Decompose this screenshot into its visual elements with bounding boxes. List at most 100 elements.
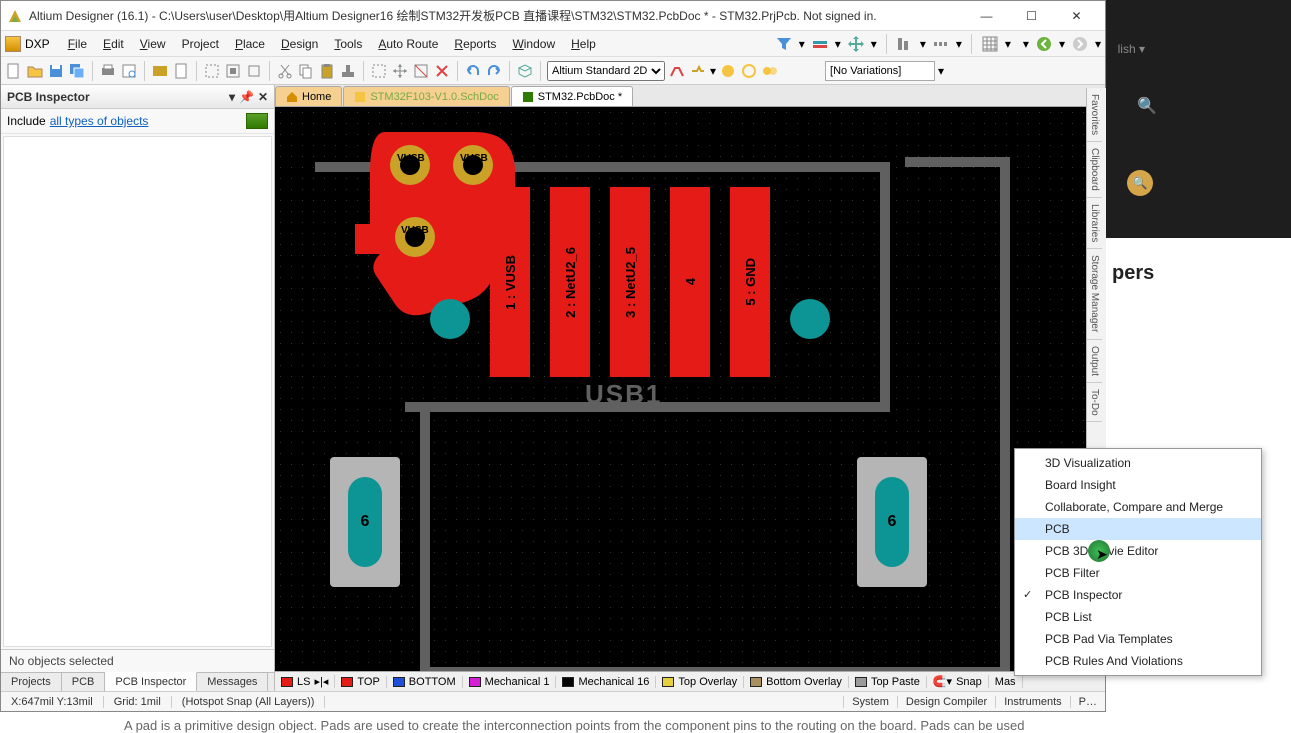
zoom-sel-icon[interactable] [245, 62, 263, 80]
filter-icon[interactable] [775, 35, 793, 53]
ctx-pcb[interactable]: PCB [1015, 518, 1261, 540]
zoom-area-icon[interactable] [203, 62, 221, 80]
menu-place[interactable]: Place [227, 35, 273, 53]
layer-botoverlay[interactable]: Bottom Overlay [744, 676, 849, 688]
layer-bottom[interactable]: BOTTOM [387, 676, 463, 688]
doc-icon[interactable] [172, 62, 190, 80]
distribute-icon[interactable] [932, 35, 950, 53]
ctx-pcb-filter[interactable]: PCB Filter [1015, 562, 1261, 584]
bg-search-icon[interactable]: 🔍 [1137, 96, 1157, 116]
drc-on-icon[interactable] [740, 62, 758, 80]
menu-help[interactable]: Help [563, 35, 604, 53]
deselect-icon[interactable] [412, 62, 430, 80]
ctx-pcb-3d-movie[interactable]: PCB 3D Movie Editor [1015, 540, 1261, 562]
pin-5: 5 : GND [730, 187, 770, 377]
menu-reports[interactable]: Reports [446, 35, 504, 53]
ctx-collaborate[interactable]: Collaborate, Compare and Merge [1015, 496, 1261, 518]
status-design-compiler[interactable]: Design Compiler [897, 696, 995, 708]
tab-messages[interactable]: Messages [197, 673, 268, 691]
view-config-select[interactable]: Altium Standard 2D [547, 61, 665, 81]
workspace-icon[interactable] [151, 62, 169, 80]
chip-icon[interactable] [246, 113, 268, 129]
panel-pin-icon[interactable]: 📌 [239, 90, 254, 104]
move-icon[interactable] [847, 35, 865, 53]
doc-tab-home[interactable]: Home [275, 86, 342, 106]
bg-language-fragment[interactable]: lish ▾ [1118, 42, 1145, 56]
variation-select[interactable] [825, 61, 935, 81]
layer-ls[interactable]: LS▸|◂ [275, 675, 335, 688]
tab-projects[interactable]: Projects [1, 673, 62, 691]
fwd-nav-icon[interactable] [1071, 35, 1089, 53]
grid-icon[interactable] [981, 35, 999, 53]
menu-edit[interactable]: Edit [95, 35, 132, 53]
panel-dropdown-icon[interactable]: ▾ [229, 90, 235, 104]
status-instruments[interactable]: Instruments [995, 696, 1069, 708]
cut-icon[interactable] [276, 62, 294, 80]
dxp-menu[interactable]: DXP [5, 36, 50, 52]
menu-window[interactable]: Window [504, 35, 563, 53]
bg-search-circle-icon[interactable]: 🔍 [1127, 170, 1153, 196]
tab-pcb[interactable]: PCB [62, 673, 106, 691]
via-icon[interactable] [689, 62, 707, 80]
saveas-icon[interactable] [68, 62, 86, 80]
menu-design[interactable]: Design [273, 35, 326, 53]
rail-favorites[interactable]: Favorites [1087, 88, 1102, 142]
route-icon[interactable] [668, 62, 686, 80]
doc-tab-pcb[interactable]: STM32.PcbDoc * [511, 86, 633, 106]
layer-top[interactable]: TOP [335, 676, 386, 688]
ctx-pcb-list[interactable]: PCB List [1015, 606, 1261, 628]
redo-icon[interactable] [485, 62, 503, 80]
rail-output[interactable]: Output [1087, 340, 1102, 383]
zoom-fit-icon[interactable] [224, 62, 242, 80]
menu-file[interactable]: File [60, 35, 95, 53]
close-button[interactable]: ✕ [1054, 2, 1099, 30]
drc-icon[interactable] [719, 62, 737, 80]
status-more[interactable]: P… [1070, 696, 1105, 708]
ctx-pcb-rules[interactable]: PCB Rules And Violations [1015, 650, 1261, 672]
undo-icon[interactable] [464, 62, 482, 80]
menu-tools[interactable]: Tools [326, 35, 370, 53]
ctx-3d-visualization[interactable]: 3D Visualization [1015, 452, 1261, 474]
new-icon[interactable] [5, 62, 23, 80]
back-nav-icon[interactable] [1035, 35, 1053, 53]
ctx-pcb-inspector[interactable]: ✓PCB Inspector [1015, 584, 1261, 606]
panel-close-icon[interactable]: ✕ [258, 90, 268, 104]
clear-icon[interactable] [433, 62, 451, 80]
save-icon[interactable] [47, 62, 65, 80]
layer-toppaste[interactable]: Top Paste [849, 676, 927, 688]
pcb-canvas[interactable]: VUSB VUSB VUSB 1 : VUSB 2 : NetU2_6 3 : … [275, 107, 1105, 671]
minimize-button[interactable]: — [964, 2, 1009, 30]
layer-mask[interactable]: Mas [989, 676, 1023, 688]
rail-todo[interactable]: To-Do [1087, 383, 1102, 423]
select-rect-icon[interactable] [370, 62, 388, 80]
layer-topoverlay[interactable]: Top Overlay [656, 676, 744, 688]
pin-3: 3 : NetU2_5 [610, 187, 650, 377]
layer-icon[interactable] [811, 35, 829, 53]
open-icon[interactable] [26, 62, 44, 80]
all-types-link[interactable]: all types of objects [50, 114, 149, 128]
doc-tab-schematic[interactable]: STM32F103-V1.0.SchDoc [343, 86, 509, 106]
paste-icon[interactable] [318, 62, 336, 80]
align-icon[interactable] [896, 35, 914, 53]
copy-icon[interactable] [297, 62, 315, 80]
menu-project[interactable]: Project [174, 35, 227, 53]
drc2-icon[interactable] [761, 62, 779, 80]
move-sel-icon[interactable] [391, 62, 409, 80]
status-system[interactable]: System [843, 696, 897, 708]
rail-clipboard[interactable]: Clipboard [1087, 142, 1102, 198]
rail-storage[interactable]: Storage Manager [1087, 249, 1102, 339]
menu-autoroute[interactable]: Auto Route [370, 35, 446, 53]
tab-inspector[interactable]: PCB Inspector [105, 672, 197, 691]
stamp-icon[interactable] [339, 62, 357, 80]
rail-libraries[interactable]: Libraries [1087, 198, 1102, 249]
maximize-button[interactable]: ☐ [1009, 2, 1054, 30]
menu-view[interactable]: View [132, 35, 174, 53]
ctx-pcb-padvia[interactable]: PCB Pad Via Templates [1015, 628, 1261, 650]
layer-mech16[interactable]: Mechanical 16 [556, 676, 656, 688]
layer-mech1[interactable]: Mechanical 1 [463, 676, 557, 688]
preview-icon[interactable] [120, 62, 138, 80]
3d-mode-icon[interactable] [516, 62, 534, 80]
layer-snap-toggle[interactable]: 🧲▾Snap [927, 675, 989, 688]
ctx-board-insight[interactable]: Board Insight [1015, 474, 1261, 496]
print-icon[interactable] [99, 62, 117, 80]
